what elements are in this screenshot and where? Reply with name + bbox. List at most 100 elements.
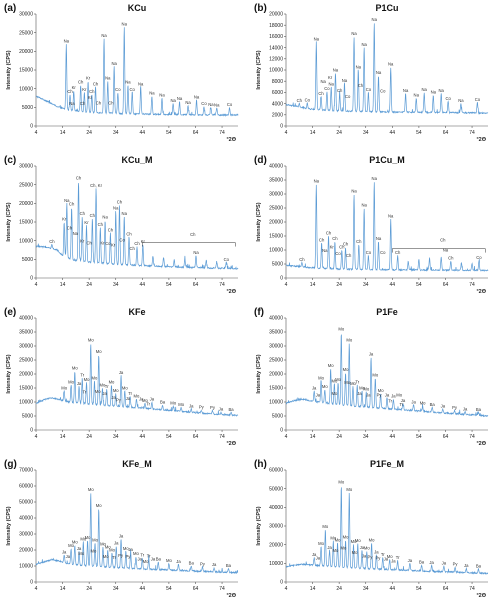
peak-label: Ba [226,563,232,568]
bracket-label: Ch [190,232,196,237]
x-tick-label: 4 [285,130,288,136]
x-tick-label: 54 [416,282,422,288]
y-tick-label: 30000 [19,164,33,170]
panel-label: (f) [254,307,264,318]
y-axis-label: Intensity (CPS) [256,354,262,393]
x-tick-label: 34 [363,586,369,592]
peak-label: Ja [357,391,362,396]
peak-label: Na [194,94,200,99]
xrd-trace [285,23,489,115]
peak-label: Mo [113,388,119,393]
x-tick-label: 44 [390,434,396,440]
y-tick-label: 30000 [19,344,33,350]
y-tick-label: 25000 [269,206,283,212]
peak-label: Ja [137,556,142,561]
peak-label: Mo [78,551,84,556]
peak-label: Na [214,103,220,108]
peak-label: Ja [441,404,446,409]
y-tick-label: 0 [280,580,283,586]
peak-label: Kr [84,220,89,225]
x-tick-label: 24 [336,586,342,592]
peak-label: Mo [134,394,140,399]
xrd-trace [285,487,489,575]
xrd-trace [35,27,239,117]
peak-label: Na [321,79,327,84]
panel-label: (h) [254,459,267,470]
peak-label: Na [73,231,79,236]
x-tick-label: 14 [60,282,66,288]
peak-label: Co [201,101,207,106]
peak-label: Tr [80,373,84,378]
x-tick-label: 4 [285,282,288,288]
peak-label: Na [361,42,367,47]
peak-label: Mo [364,546,370,551]
peak-label: Co [324,86,330,91]
x-tick-label: 24 [336,434,342,440]
peak-label: Kr [111,242,116,247]
peak-label: Ja [126,396,131,401]
peak-label: Ba [419,560,425,565]
peak-label: Co [380,250,386,255]
peak-label: Mo [170,401,176,406]
peak-label: Co [119,237,125,242]
peak-label: Na [64,38,70,43]
y-tick-label: 12000 [269,57,283,63]
y-tick-label: 30000 [19,532,33,538]
peak-label: Ch [297,98,303,103]
y-tick-label: 35000 [269,178,283,184]
x-tick-label: 64 [193,282,199,288]
peak-label: Mo [84,377,90,382]
peak-label: Na [111,61,117,66]
peak-label: Na [64,198,70,203]
peak-label: Co [366,250,372,255]
peak-label: Ch [337,88,343,93]
peak-label: Mo [363,387,369,392]
peak-label: Ja [139,397,144,402]
panel-title: P1Fe_M [370,459,404,469]
peak-label: Na [439,88,445,93]
peak-label: Mo [352,550,358,555]
xrd-trace [35,344,239,417]
y-tick-label: 60000 [19,484,33,490]
peak-label: Na [361,203,367,208]
x-tick-label: 24 [86,282,92,288]
peak-label: Mo [340,545,346,550]
peak-label: Ja [391,558,396,563]
xrd-panel-3: (c) KCu_M 0 5000 10000 15000 20000 25000 30000 4 1… [4,155,239,295]
y-tick-label: 5000 [22,414,33,420]
peak-label: Ja [411,399,416,404]
peak-label: Na [193,250,199,255]
x-tick-label: 64 [443,434,449,440]
peak-label: Ja [77,546,82,551]
peak-label: Ch [448,256,454,261]
peak-label: Ba [156,557,162,562]
y-tick-label: 20000 [269,220,283,226]
x-tick-label: 14 [60,434,66,440]
peak-label: Mo [95,389,101,394]
x-axis-label: °2Θ [226,137,236,143]
x-tick-label: 24 [336,282,342,288]
x-axis-label: °2Θ [226,289,236,295]
peak-label: Ja [408,558,413,563]
y-tick-label: 10000 [19,564,33,570]
y-tick-label: 15000 [269,386,283,392]
peak-label: Ch [339,245,345,250]
peak-label: Co [366,87,372,92]
peak-label: Mo [335,377,341,382]
peak-label: Mo [123,546,129,551]
xrd-panel-5: (e) KFe 0 5000 10000 15000 20000 25000 30000 3500… [4,307,239,447]
y-tick-label: 50000 [269,486,283,492]
peak-label: Ch [108,100,114,105]
peak-label: Py [118,553,124,558]
x-tick-label: 74 [469,434,475,440]
peak-label: Py [377,392,383,397]
peak-label: Tr [396,555,400,560]
y-axis-label: Intensity (CPS) [6,202,12,241]
x-tick-label: 34 [113,130,119,136]
peak-label: Na [208,102,214,107]
x-tick-label: 44 [140,130,146,136]
y-tick-label: 40000 [269,505,283,511]
y-tick-label: 70000 [19,468,33,474]
peak-label: Na [185,100,191,105]
